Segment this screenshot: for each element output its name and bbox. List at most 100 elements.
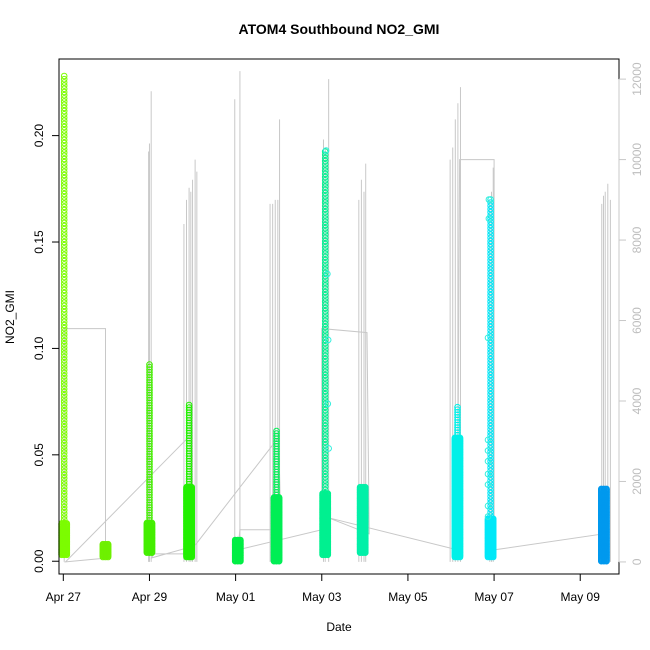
data-point [104,540,112,548]
data-point [321,173,329,181]
data-point [487,237,494,245]
data-point [60,85,68,93]
y-tick-label: 0.15 [32,230,46,254]
y-tick-label: 0.20 [32,124,46,148]
data-point [487,208,494,216]
data-point [321,256,329,264]
data-point [60,443,68,450]
data-point [487,288,494,296]
data-point [321,320,329,328]
data-point [487,457,494,465]
data-point [321,170,329,178]
data-point [60,162,68,169]
data-point [487,295,494,302]
data-point [60,200,68,207]
data-point [273,489,280,496]
data-point [321,196,329,203]
data-point [60,213,68,220]
data-point [487,256,494,264]
data-point [487,397,494,404]
data-point [60,388,68,396]
data-point [321,489,329,497]
data-point [60,347,68,354]
data-point [60,398,68,405]
data-point [321,285,329,293]
data-point [321,307,329,315]
data-point [60,500,68,508]
data-point [321,464,329,471]
data-point [60,178,68,185]
data-point [321,263,329,270]
data-point [321,330,329,337]
data-point [60,111,68,118]
data-point [60,468,68,476]
data-point [487,279,494,286]
y2-tick-label: 2000 [630,468,644,495]
data-point [321,186,329,194]
data-point [321,429,329,436]
data-point [60,95,68,102]
outlier-point [484,334,492,342]
data-point [60,139,68,147]
data-point [60,101,68,109]
data-point [487,298,494,305]
data-point [185,401,193,409]
data-point [60,519,68,527]
data-point [321,164,329,171]
data-point [321,413,329,420]
data-point [487,343,494,350]
data-point [102,540,109,548]
data-point [60,340,68,348]
data-point [321,183,329,190]
x-tick-label: Apr 29 [132,590,168,604]
data-point [321,157,329,165]
data-point [146,489,153,496]
point-cluster [270,427,283,565]
data-point [487,260,494,267]
data-point [321,304,329,312]
data-point [321,438,329,446]
data-point [321,419,329,427]
data-point [60,232,68,239]
data-point [487,470,494,478]
y2-tick-label: 6000 [630,307,644,334]
data-point [60,391,68,399]
data-point [487,502,494,510]
data-point [60,436,68,444]
data-point [146,491,153,499]
data-point [185,463,193,470]
data-point [487,244,494,251]
x-axis-label: Date [326,620,352,634]
data-point [60,143,68,150]
outlier-point [484,447,492,454]
data-point [60,72,68,80]
data-point [321,218,329,226]
data-point [273,427,280,435]
data-point [487,368,494,376]
data-point [321,426,329,433]
data-point [60,225,68,233]
data-point [321,355,329,363]
data-point [487,269,494,277]
data-point [321,202,329,210]
data-point [146,466,153,473]
data-point [60,363,68,370]
plot-frame [58,58,620,575]
data-point [321,384,329,392]
data-point [487,240,494,248]
data-point [60,302,68,310]
data-point [60,273,68,281]
data-point [321,151,329,159]
data-point [487,429,494,436]
data-point [321,368,329,376]
data-point [321,362,329,369]
data-point [60,353,68,361]
data-point [362,483,369,491]
data-point [487,276,494,283]
data-point [321,371,329,379]
data-point [487,228,494,235]
data-point [454,403,461,411]
data-point [60,462,68,469]
data-point [60,194,68,201]
data-point [487,314,494,321]
